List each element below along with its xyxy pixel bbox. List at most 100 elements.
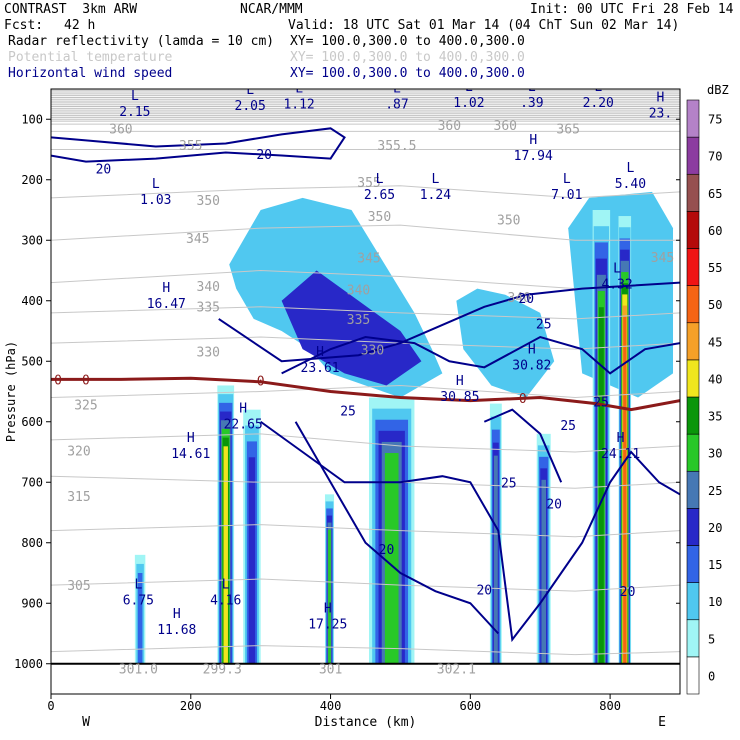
contour-label: 302.1 <box>437 662 476 677</box>
contour-label: 330 <box>361 343 384 358</box>
colorbar-label: 35 <box>708 410 722 424</box>
colorbar-label: 60 <box>708 224 722 238</box>
colorbar-swatch <box>686 545 700 583</box>
x-tick-label: 400 <box>320 699 342 713</box>
extremum-value: 30.82 <box>512 359 551 374</box>
extremum-letter: H <box>162 281 170 296</box>
extremum-letter: H <box>529 133 537 148</box>
y-tick-label: 800 <box>21 536 43 550</box>
contour-label: 355 <box>179 139 202 154</box>
extremum-letter: L <box>246 83 254 98</box>
colorbar-swatch <box>686 359 700 398</box>
y-tick-label: 700 <box>21 475 43 489</box>
extremum-value: 2.15 <box>119 105 150 120</box>
colorbar-swatch <box>686 322 700 361</box>
colorbar-swatch <box>686 136 700 175</box>
contour-label: 0 <box>257 374 265 389</box>
extremum-letter: H <box>617 431 625 446</box>
theta-contour <box>51 524 680 538</box>
extremum-letter: L <box>594 80 602 95</box>
wind-contour <box>294 421 500 635</box>
colorbar-label: 20 <box>708 521 722 535</box>
wind-contour <box>483 408 563 483</box>
contour-label: 25 <box>560 419 576 434</box>
theta-contour <box>51 306 680 320</box>
contour-label: 305 <box>67 579 90 594</box>
y-tick-label: 900 <box>21 596 43 610</box>
reflectivity-cell <box>248 457 256 664</box>
contour-label: 20 <box>256 148 272 163</box>
field-xy-theta: XY= 100.0,300.0 to 400.0,300.0 <box>290 50 525 65</box>
contour-label: 340 <box>197 280 220 295</box>
contour-label: 25 <box>340 405 356 420</box>
plot-frame <box>50 88 681 695</box>
contour-label: 330 <box>197 345 220 360</box>
y-tick-label: 100 <box>21 112 43 126</box>
contour-label: 340 <box>508 291 531 306</box>
colorbar-label: 70 <box>708 150 722 164</box>
reflectivity-cell <box>623 316 627 664</box>
contour-label: 345 <box>357 252 380 267</box>
theta-contour <box>51 224 680 241</box>
colorbar-swatch <box>686 470 700 509</box>
contour-label: 0 <box>519 392 527 407</box>
contour-label: 315 <box>67 490 90 505</box>
extremum-letter: L <box>376 172 384 187</box>
extremum-value: 7.01 <box>551 188 582 203</box>
reflectivity-cell <box>328 529 331 664</box>
extremum-value: 2.05 <box>235 99 266 114</box>
plot-background <box>51 89 680 694</box>
colorbar-swatch <box>686 582 700 621</box>
contour-label: 0 <box>54 374 62 389</box>
colorbar-label: 30 <box>708 447 722 461</box>
theta-contour <box>51 578 680 592</box>
extremum-value: 11.68 <box>157 623 196 638</box>
y-axis-label: Pressure (hPa) <box>4 341 18 442</box>
contour-label: 355 <box>357 176 380 191</box>
x-tick-label: 200 <box>180 699 202 713</box>
colorbar-label: 5 <box>708 632 715 646</box>
theta-contour <box>51 185 680 199</box>
reflectivity-cell <box>493 455 498 664</box>
colorbar-label: 0 <box>708 669 715 683</box>
extremum-letter: H <box>187 431 195 446</box>
extremum-value: 1.02 <box>453 96 484 111</box>
contour-label: 299.3 <box>203 662 242 677</box>
init-time: Init: 00 UTC Fri 28 Feb 14 <box>530 2 734 17</box>
y-tick-label: 400 <box>21 294 43 308</box>
contour-label: 350 <box>197 194 220 209</box>
extremum-value: 4.32 <box>601 278 632 293</box>
contour-label: 20 <box>96 163 112 178</box>
contour-label: 25 <box>501 477 517 492</box>
reflectivity-cell <box>223 446 228 664</box>
extremum-value: 30.85 <box>440 390 479 405</box>
extremum-value: 5.40 <box>615 177 646 192</box>
contour-label: 360 <box>494 119 517 134</box>
extremum-letter: L <box>528 80 536 95</box>
theta-contour <box>51 384 680 399</box>
field-name-reflectivity: Radar reflectivity (lamda = 10 cm) <box>8 34 275 49</box>
extremum-letter: H <box>657 90 665 105</box>
extremum-letter: L <box>295 81 303 96</box>
extremum-value: 24.11 <box>601 447 640 462</box>
west-label: W <box>82 715 90 730</box>
extremum-value: 1.12 <box>283 97 314 112</box>
colorbar-label: 45 <box>708 335 722 349</box>
x-tick-label: 800 <box>599 699 621 713</box>
extremum-letter: L <box>131 89 139 104</box>
contour-label: 335 <box>197 301 220 316</box>
extremum-value: 17.94 <box>514 149 553 164</box>
colorbar-swatch <box>686 248 700 286</box>
y-tick-label: 200 <box>21 173 43 187</box>
colorbar-swatch <box>686 433 700 472</box>
contour-label: 340 <box>347 284 370 299</box>
fcst-label: Fcst: <box>4 18 44 33</box>
y-tick-label: 500 <box>21 354 43 368</box>
extremum-letter: H <box>316 345 324 360</box>
colorbar-label: 50 <box>708 298 722 312</box>
field-xy-reflectivity: XY= 100.0,300.0 to 400.0,300.0 <box>290 34 525 49</box>
extremum-value: 17.25 <box>308 618 347 633</box>
colorbar-label: 75 <box>708 113 722 127</box>
extremum-letter: L <box>222 577 230 592</box>
